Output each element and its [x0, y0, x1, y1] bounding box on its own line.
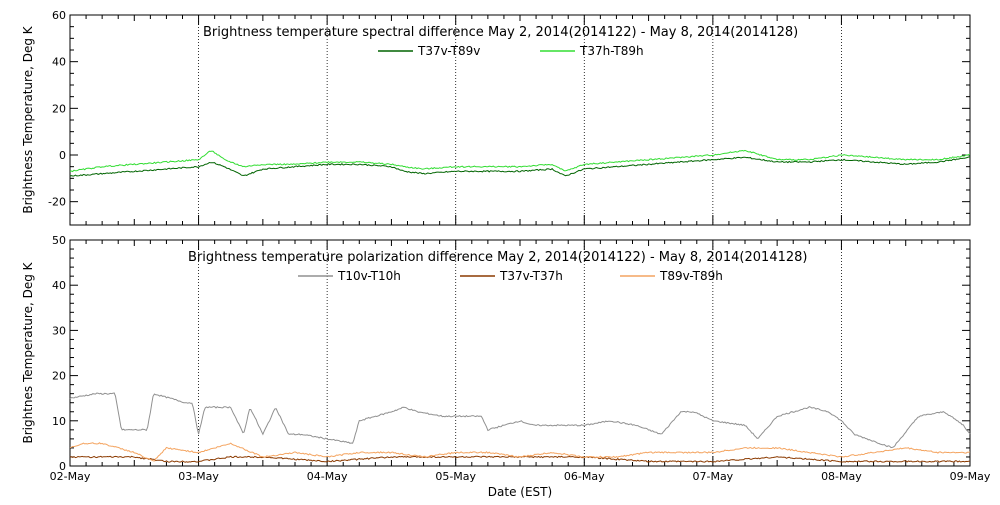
- series-line-t37v-t89v: [69, 156, 971, 177]
- y-tick-label: 0: [59, 149, 66, 162]
- legend-label-t10v-t10h: T10v-T10h: [337, 269, 401, 283]
- legend-label-t37v-t89v: T37v-T89v: [417, 44, 480, 58]
- legend-label-t89v-t89h: T89v-T89h: [659, 269, 723, 283]
- x-tick-label: 05-May: [435, 470, 476, 483]
- x-axis-label: Date (EST): [488, 485, 552, 499]
- plot-frame: [69, 14, 971, 226]
- y-tick-label: 50: [52, 234, 66, 247]
- y-tick-label: -20: [48, 196, 66, 209]
- y-axis-label: Brightnes Temperature, Deg K: [21, 261, 35, 443]
- chart-title: Brightness temperature polarization diff…: [188, 250, 807, 265]
- y-tick-label: 60: [52, 9, 66, 22]
- x-tick-label: 02-May: [50, 470, 91, 483]
- y-tick-label: 20: [52, 370, 66, 383]
- x-tick-label: 07-May: [692, 470, 733, 483]
- x-tick-label: 06-May: [564, 470, 605, 483]
- polarization-panel: Brightness temperature polarization diff…: [21, 234, 991, 499]
- y-tick-label: 30: [52, 324, 66, 337]
- y-tick-label: 40: [52, 279, 66, 292]
- y-tick-label: 0: [59, 460, 66, 473]
- y-tick-label: 20: [52, 102, 66, 115]
- series-line-t37h-t89h: [69, 149, 971, 173]
- series-line-t10v-t10h: [69, 392, 971, 449]
- legend-label-t37h-t89h: T37h-T89h: [579, 44, 644, 58]
- spectral-panel: Brightness temperature spectral differen…: [21, 9, 971, 226]
- y-tick-label: 40: [52, 56, 66, 69]
- x-tick-label: 09-May: [950, 470, 991, 483]
- series-line-t89v-t89h: [69, 442, 971, 462]
- x-tick-label: 04-May: [307, 470, 348, 483]
- y-tick-label: 10: [52, 415, 66, 428]
- x-tick-label: 03-May: [178, 470, 219, 483]
- legend-label-t37v-t37h: T37v-T37h: [499, 269, 563, 283]
- x-tick-label: 08-May: [821, 470, 862, 483]
- y-axis-label: Brightness Temperature, Deg K: [21, 25, 35, 213]
- chart-title: Brightness temperature spectral differen…: [203, 25, 798, 40]
